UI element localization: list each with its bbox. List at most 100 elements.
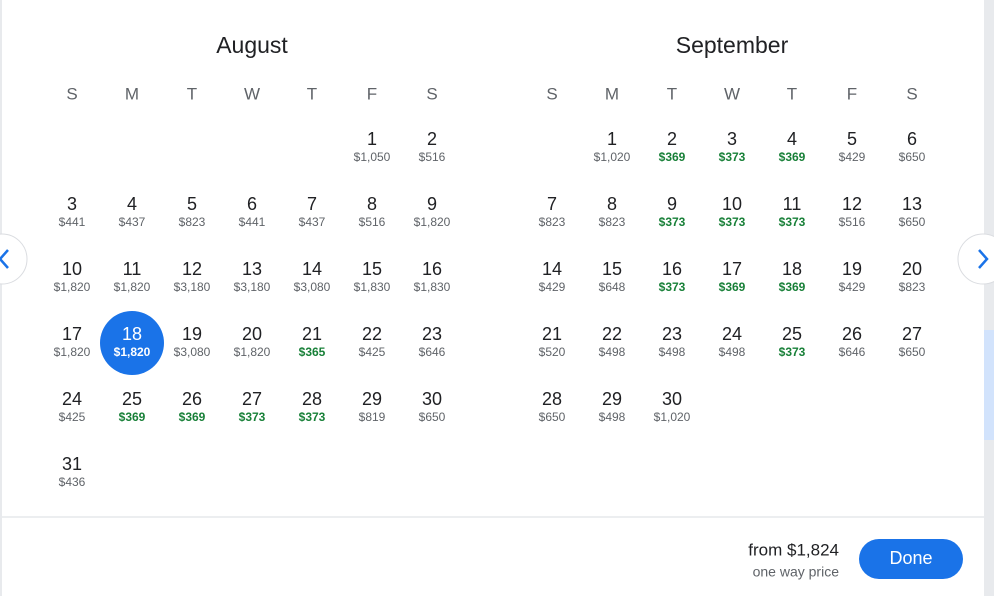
day-price: $437 — [299, 215, 326, 229]
day-cell[interactable]: 15$1,830 — [354, 259, 391, 294]
day-cell[interactable]: 6$650 — [899, 129, 926, 164]
day-cell[interactable]: 13$650 — [899, 194, 926, 229]
day-cell[interactable]: 9$373 — [659, 194, 686, 229]
day-number: 29 — [362, 389, 382, 409]
day-cell[interactable]: 27$373 — [239, 389, 266, 424]
day-number: 22 — [602, 324, 622, 344]
day-cell[interactable]: 17$369 — [719, 259, 746, 294]
prev-button[interactable] — [0, 233, 28, 285]
day-price: $369 — [119, 410, 146, 424]
next-button[interactable] — [957, 233, 994, 285]
day-cell[interactable]: 21$365 — [299, 324, 326, 359]
day-price: $646 — [419, 345, 446, 359]
day-price: $819 — [359, 410, 386, 424]
day-cell[interactable]: 20$823 — [899, 259, 926, 294]
footer-price: from $1,824 — [748, 540, 839, 559]
day-cell[interactable]: 5$429 — [839, 129, 866, 164]
day-cell[interactable]: 31$436 — [59, 454, 86, 489]
day-number: 30 — [422, 389, 442, 409]
day-number: 27 — [242, 389, 262, 409]
day-cell[interactable]: 22$498 — [599, 324, 626, 359]
day-cell[interactable]: 29$498 — [599, 389, 626, 424]
day-cell[interactable]: 18$1,820 — [100, 311, 164, 375]
day-cell[interactable]: 12$3,180 — [174, 259, 211, 294]
day-cell[interactable]: 25$373 — [779, 324, 806, 359]
day-cell[interactable]: 6$441 — [239, 194, 266, 229]
day-cell[interactable]: 3$441 — [59, 194, 86, 229]
day-cell[interactable]: 5$823 — [179, 194, 206, 229]
day-cell[interactable]: 18$369 — [779, 259, 806, 294]
day-price: $425 — [59, 410, 86, 424]
day-cell[interactable]: 13$3,180 — [234, 259, 271, 294]
day-cell[interactable]: 30$650 — [419, 389, 446, 424]
day-number: 26 — [182, 389, 202, 409]
weekday: S — [426, 84, 437, 103]
day-cell[interactable]: 4$437 — [119, 194, 146, 229]
day-cell[interactable]: 7$823 — [539, 194, 566, 229]
day-price: $516 — [839, 215, 866, 229]
day-cell[interactable]: 14$3,080 — [294, 259, 331, 294]
day-cell[interactable]: 29$819 — [359, 389, 386, 424]
weekday: S — [546, 84, 557, 103]
day-number: 17 — [62, 324, 82, 344]
day-cell[interactable]: 10$373 — [719, 194, 746, 229]
day-cell[interactable]: 24$425 — [59, 389, 86, 424]
day-cell[interactable]: 30$1,020 — [654, 389, 691, 424]
day-number: 5 — [187, 194, 197, 214]
day-cell[interactable]: 22$425 — [359, 324, 386, 359]
day-number: 10 — [722, 194, 742, 214]
day-cell[interactable]: 11$1,820 — [114, 259, 151, 294]
day-cell[interactable]: 28$373 — [299, 389, 326, 424]
day-cell[interactable]: 12$516 — [839, 194, 866, 229]
day-cell[interactable]: 2$516 — [419, 129, 446, 164]
day-price: $369 — [659, 150, 686, 164]
day-cell[interactable]: 17$1,820 — [54, 324, 91, 359]
day-price: $1,820 — [54, 345, 91, 359]
day-cell[interactable]: 14$429 — [539, 259, 566, 294]
day-cell[interactable]: 3$373 — [719, 129, 746, 164]
month-title: September — [676, 32, 789, 58]
weekday: M — [125, 84, 139, 103]
day-cell[interactable]: 23$498 — [659, 324, 686, 359]
day-price: $1,820 — [114, 345, 151, 359]
day-cell[interactable]: 16$373 — [659, 259, 686, 294]
day-cell[interactable]: 9$1,820 — [414, 194, 451, 229]
day-cell[interactable]: 21$520 — [539, 324, 566, 359]
day-cell[interactable]: 16$1,830 — [414, 259, 451, 294]
day-number: 12 — [842, 194, 862, 214]
day-cell[interactable]: 23$646 — [419, 324, 446, 359]
day-cell[interactable]: 1$1,020 — [594, 129, 631, 164]
day-number: 25 — [782, 324, 802, 344]
day-cell[interactable]: 8$823 — [599, 194, 626, 229]
day-price: $498 — [599, 410, 626, 424]
day-cell[interactable]: 19$429 — [839, 259, 866, 294]
day-cell[interactable]: 2$369 — [659, 129, 686, 164]
day-number: 6 — [907, 129, 917, 149]
weekday: T — [187, 84, 197, 103]
day-number: 27 — [902, 324, 922, 344]
day-cell[interactable]: 24$498 — [719, 324, 746, 359]
done-button[interactable]: Done — [859, 539, 963, 579]
day-cell[interactable]: 26$369 — [179, 389, 206, 424]
day-price: $648 — [599, 280, 626, 294]
day-price: $429 — [839, 150, 866, 164]
day-price: $369 — [179, 410, 206, 424]
day-cell[interactable]: 27$650 — [899, 324, 926, 359]
day-cell[interactable]: 10$1,820 — [54, 259, 91, 294]
day-cell[interactable]: 7$437 — [299, 194, 326, 229]
day-cell[interactable]: 4$369 — [779, 129, 806, 164]
day-cell[interactable]: 15$648 — [599, 259, 626, 294]
day-cell[interactable]: 19$3,080 — [174, 324, 211, 359]
day-number: 20 — [242, 324, 262, 344]
day-cell[interactable]: 1$1,050 — [354, 129, 391, 164]
day-cell[interactable]: 28$650 — [539, 389, 566, 424]
day-cell[interactable]: 11$373 — [779, 194, 806, 229]
day-price: $365 — [299, 345, 326, 359]
day-cell[interactable]: 25$369 — [119, 389, 146, 424]
day-cell[interactable]: 26$646 — [839, 324, 866, 359]
day-cell[interactable]: 20$1,820 — [234, 324, 271, 359]
day-cell[interactable]: 8$516 — [359, 194, 386, 229]
day-number: 19 — [182, 324, 202, 344]
day-number: 26 — [842, 324, 862, 344]
